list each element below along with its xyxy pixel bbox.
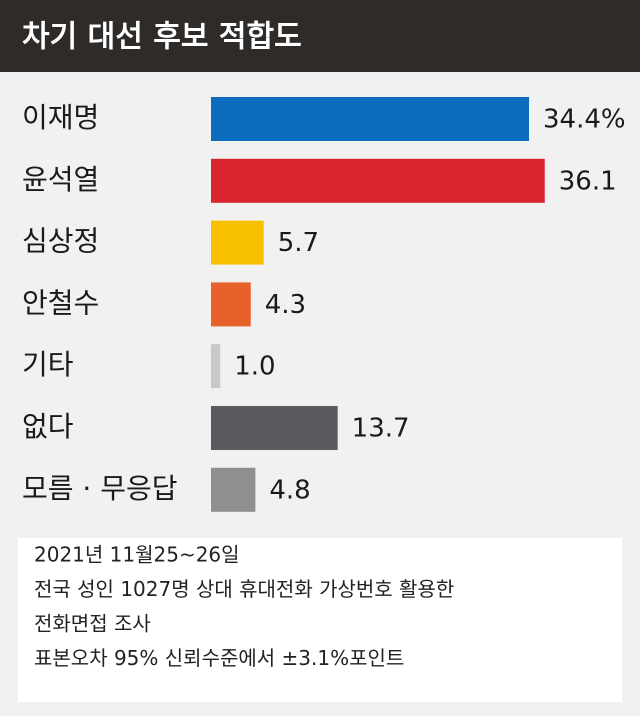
category-label: 없다 — [22, 410, 74, 443]
category-label: 안철수 — [22, 286, 99, 319]
bar — [211, 406, 338, 450]
category-label: 모름 · 무응답 — [22, 472, 178, 505]
bar — [211, 282, 251, 327]
category-label: 심상정 — [22, 225, 99, 258]
notes-box — [18, 538, 622, 702]
bar — [211, 467, 256, 512]
bar — [211, 97, 530, 141]
note: 전화면접 조사 — [34, 612, 151, 636]
bar — [211, 344, 221, 389]
value-label: 4.8 — [269, 475, 310, 505]
bar — [211, 220, 264, 265]
bar — [211, 158, 545, 203]
value-label: 1.0 — [234, 352, 275, 382]
title-bar — [0, 0, 640, 72]
category-label: 윤석열 — [22, 163, 99, 196]
category-label: 기타 — [22, 348, 74, 381]
note: 전국 성인 1027명 상대 휴대전화 가상번호 활용한 — [34, 577, 454, 601]
value-label: 5.7 — [278, 228, 319, 258]
value-label: 36.1 — [559, 166, 617, 196]
value-label: 4.3 — [265, 290, 306, 320]
category-label: 이재명 — [22, 101, 99, 134]
note: 2021년 11월25~26일 — [34, 543, 240, 567]
chart-title: 차기 대선 후보 적합도 — [22, 20, 302, 55]
value-label: 13.7 — [352, 414, 410, 444]
value-label: 34.4% — [543, 105, 626, 135]
note: 표본오차 95% 신뢰수준에서 ±3.1%포인트 — [34, 646, 404, 670]
